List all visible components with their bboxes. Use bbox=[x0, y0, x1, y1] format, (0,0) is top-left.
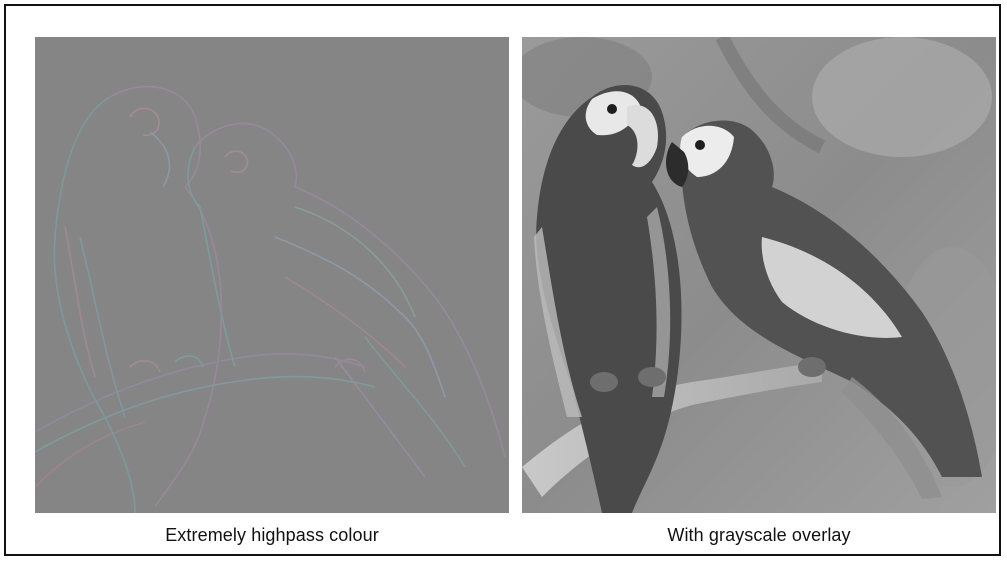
highpass-image bbox=[35, 37, 509, 513]
figure-frame: Extremely highpass colour With grayscale… bbox=[4, 4, 1001, 556]
left-caption: Extremely highpass colour bbox=[165, 525, 379, 545]
grayscale-macaws-illustration bbox=[522, 37, 996, 513]
right-caption: With grayscale overlay bbox=[667, 525, 851, 545]
highpass-macaws-illustration bbox=[35, 37, 509, 513]
grayscale-overlay-image bbox=[522, 37, 996, 513]
